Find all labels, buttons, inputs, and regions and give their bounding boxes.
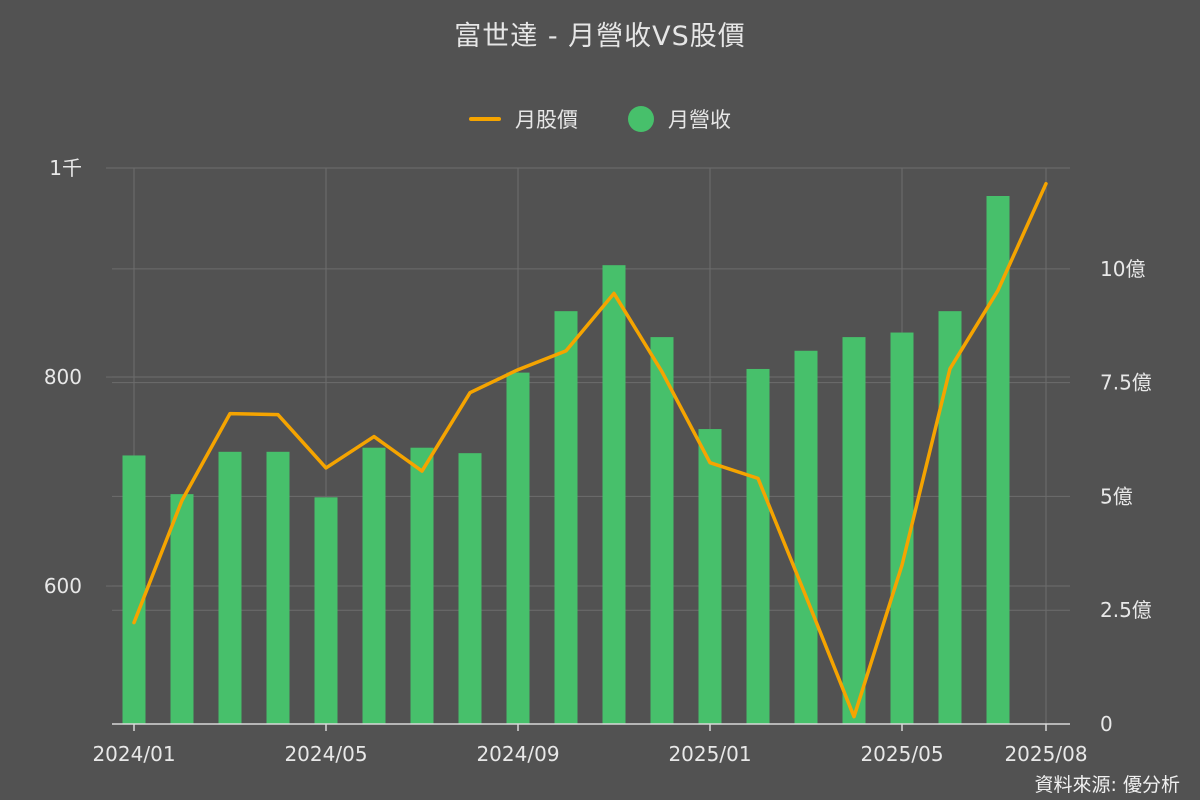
x-tick-label: 2025/08 (1004, 742, 1087, 766)
legend-dot-swatch (628, 106, 654, 132)
revenue-bar (650, 337, 674, 724)
legend-item-price[interactable]: 月股價 (469, 104, 578, 134)
revenue-bar (842, 337, 866, 724)
revenue-bar (986, 196, 1010, 724)
revenue-bar (122, 455, 146, 724)
x-tick-label: 2024/09 (476, 742, 559, 766)
legend-item-revenue[interactable]: 月營收 (628, 104, 731, 134)
x-tick-label: 2024/01 (92, 742, 175, 766)
revenue-bar (266, 451, 290, 724)
y-left-tick-label: 600 (44, 574, 82, 598)
y-right-tick-label: 10億 (1100, 257, 1145, 281)
revenue-bar (794, 350, 818, 724)
y-right-tick-label: 2.5億 (1100, 598, 1152, 622)
revenue-bar (314, 497, 338, 724)
revenue-bar (746, 368, 770, 724)
y-left-tick-label: 800 (44, 365, 82, 389)
revenue-bar (218, 451, 242, 724)
legend-line-swatch (469, 117, 501, 121)
revenue-bar (170, 494, 194, 724)
revenue-bar (938, 311, 962, 724)
price-line (132, 181, 1048, 719)
revenue-bar (506, 372, 530, 724)
y-left-tick-label: 1千 (49, 156, 82, 180)
x-tick-label: 2025/05 (860, 742, 943, 766)
legend: 月股價 月營收 (0, 104, 1200, 134)
x-tick-label: 2025/01 (668, 742, 751, 766)
y-right-tick-label: 7.5億 (1100, 371, 1152, 395)
legend-label-price: 月股價 (515, 108, 578, 132)
revenue-bar (410, 447, 434, 724)
revenue-bar (362, 447, 386, 724)
source-credit: 資料來源: 優分析 (1034, 774, 1180, 796)
x-tick-label: 2024/05 (284, 742, 367, 766)
revenue-bar (602, 265, 626, 724)
revenue-bar (458, 453, 482, 724)
revenue-bar (554, 311, 578, 724)
revenue-bar (698, 429, 722, 724)
y-right-tick-label: 5億 (1100, 484, 1133, 508)
y-right-tick-label: 0 (1100, 712, 1113, 736)
legend-label-revenue: 月營收 (668, 108, 731, 132)
revenue-bar (890, 332, 914, 724)
chart-title: 富世達 - 月營收VS股價 (454, 21, 746, 52)
